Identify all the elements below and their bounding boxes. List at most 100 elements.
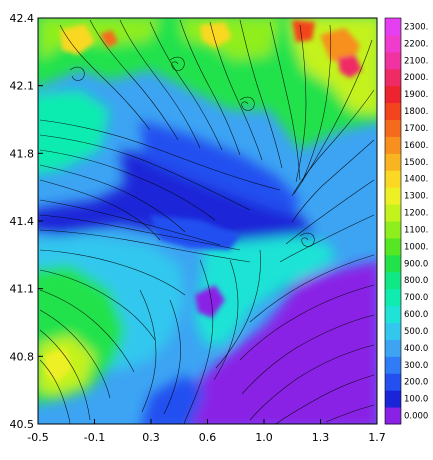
- colorbar-swatch: [385, 305, 401, 323]
- x-tick-label: -0.1: [84, 431, 105, 444]
- colorbar-label: 2300.: [404, 22, 428, 32]
- streamline: [39, 134, 251, 211]
- heatmap-region-north-highlands: [38, 18, 377, 150]
- streamline: [39, 119, 281, 191]
- streamline: [39, 359, 71, 424]
- colorbar-label: 1100.: [404, 225, 428, 235]
- y-tick-label: 40.8: [10, 350, 35, 363]
- streamline: [39, 269, 156, 341]
- streamline: [39, 214, 241, 251]
- colorbar-label: 1400.: [404, 175, 428, 185]
- colorbar-swatch: [385, 271, 401, 290]
- heatmap-band-inner: [195, 285, 225, 318]
- streamline: [241, 314, 375, 395]
- x-tick-label: 0.3: [142, 431, 160, 444]
- streamline: [89, 19, 179, 141]
- colorbar-label: 100.0: [404, 395, 428, 405]
- colorbar-label: 1300.: [404, 192, 428, 202]
- streamline: [215, 249, 261, 369]
- streamline-eddy: [299, 232, 315, 247]
- streamline-layer: [39, 19, 375, 424]
- streamline: [301, 24, 332, 183]
- heatmap-peak-northeast: [320, 28, 360, 65]
- heatmap-region-coastal-ranges: [195, 235, 335, 345]
- streamline: [39, 179, 161, 241]
- x-tick-label: 1.3: [312, 431, 330, 444]
- streamline: [291, 89, 375, 197]
- colorbar-label: 1000.: [404, 242, 428, 252]
- heatmap-detail-layer: [45, 20, 362, 382]
- colorbar-swatch: [385, 170, 401, 188]
- streamline: [39, 164, 186, 233]
- colorbar-label: 1500.: [404, 158, 428, 168]
- heatmap-region-southeast-sea: [172, 260, 377, 424]
- colorbar-swatch: [385, 356, 401, 374]
- colorbar-swatch: [385, 68, 401, 87]
- colorbar-label: 700.0: [404, 293, 428, 303]
- streamline: [325, 404, 375, 423]
- streamline: [39, 149, 216, 221]
- y-axis: 40.5 40.8 41.1 41.4 41.8 42.1 42.4: [10, 12, 43, 431]
- streamline: [295, 24, 307, 183]
- streamline: [183, 259, 214, 424]
- colorbar-swatch: [385, 221, 401, 239]
- streamline: [269, 21, 301, 181]
- x-axis: -0.5 -0.1 0.3 0.6 1.0 1.3 1.7: [27, 419, 386, 444]
- colorbar-swatch: [385, 187, 401, 205]
- colorbar-label: 0.000: [404, 412, 428, 422]
- colorbar-label: 2000.: [404, 73, 428, 83]
- colorbar-swatch: [385, 322, 401, 340]
- colorbar-label: 1900.: [404, 90, 428, 100]
- colorbar-swatch: [385, 339, 401, 357]
- streamline-eddy: [239, 96, 255, 111]
- streamline: [291, 139, 375, 223]
- streamline: [39, 329, 91, 421]
- streamline: [39, 309, 111, 399]
- streamline: [293, 39, 373, 195]
- streamline: [39, 199, 221, 246]
- colorbar-swatch: [385, 237, 401, 256]
- colorbar-label: 500.0: [404, 327, 428, 337]
- y-tick-label: 42.1: [10, 80, 35, 93]
- heatmap-peak-northwest-orange: [60, 24, 95, 55]
- colorbar-label: 300.0: [404, 361, 428, 371]
- streamline: [39, 229, 251, 263]
- colorbar-label: 400.0: [404, 344, 428, 354]
- streamline: [59, 24, 151, 131]
- colorbar-label: 1200.: [404, 209, 428, 219]
- heatmap-band-center: [150, 215, 240, 250]
- x-tick-label: 0.6: [199, 431, 217, 444]
- streamline: [149, 21, 223, 151]
- y-tick-label: 41.1: [10, 283, 35, 296]
- streamline: [179, 19, 241, 156]
- streamline: [39, 249, 186, 296]
- heatmap-layer: [38, 18, 377, 424]
- colorbar-label: 600.0: [404, 310, 428, 320]
- streamline: [213, 259, 239, 381]
- streamline: [139, 289, 157, 413]
- colorbar-swatch: [385, 51, 401, 70]
- streamline: [275, 374, 375, 424]
- colorbar-label: 800.0: [404, 276, 428, 286]
- heatmap-peak-northwest-red: [100, 30, 118, 48]
- heatmap-peak-north-center: [200, 22, 232, 48]
- heatmap-region-central-depression-2: [140, 120, 300, 215]
- colorbar-swatch: [385, 18, 401, 36]
- streamline: [163, 299, 181, 415]
- streamline: [239, 284, 375, 361]
- y-tick-label: 40.5: [10, 418, 35, 431]
- colorbar: 0.000 100.0 200.0 300.0 400.0 500.0 600.0 700.0…: [384, 17, 428, 425]
- streamline: [119, 19, 201, 149]
- streamline: [209, 21, 263, 161]
- colorbar-swatch: [385, 102, 401, 120]
- colorbar-swatch: [385, 390, 401, 408]
- heatmap-peak-northeast-red: [338, 55, 362, 78]
- colorbar-label: 900.0: [404, 259, 428, 269]
- colorbar-label: 2100.: [404, 56, 428, 66]
- colorbar-swatch: [385, 153, 401, 171]
- x-tick-label: -0.5: [27, 431, 48, 444]
- colorbar-swatch: [385, 85, 401, 104]
- colorbar-swatch: [385, 119, 401, 137]
- colorbar-label: 2200.: [404, 39, 428, 49]
